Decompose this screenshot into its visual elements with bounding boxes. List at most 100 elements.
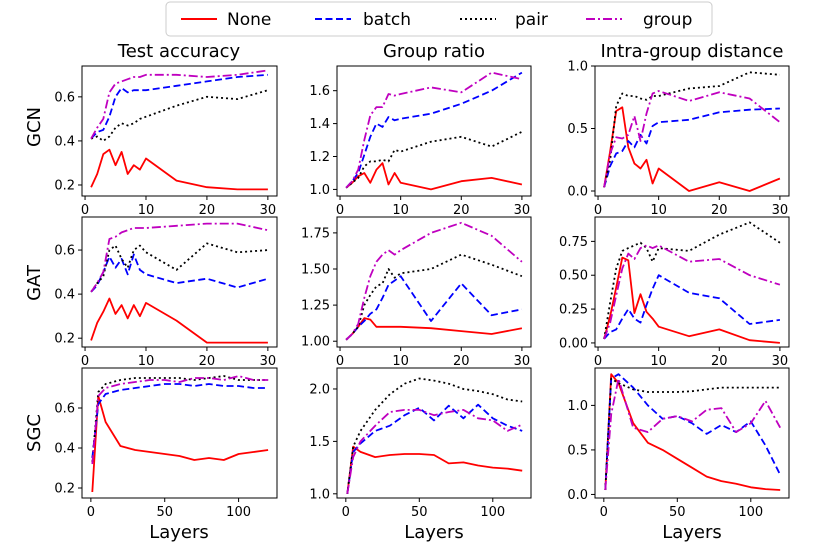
x-tick-label: 50 xyxy=(156,505,173,520)
y-tick-label: 0.4 xyxy=(54,134,75,149)
y-tick-label: 0.50 xyxy=(559,269,588,284)
y-tick-label: 1.0 xyxy=(567,399,588,414)
x-axis-label-col3: Layers xyxy=(662,522,722,543)
series-line-none xyxy=(603,106,781,192)
series-line-none xyxy=(346,445,523,494)
series-line-none xyxy=(345,317,523,341)
x-tick-label: 100 xyxy=(480,505,505,520)
series-line-batch xyxy=(90,253,269,293)
series-line-none xyxy=(91,395,269,493)
x-tick-label: 10 xyxy=(392,203,409,218)
y-tick-label: 1.0 xyxy=(309,183,330,198)
series-group xyxy=(603,221,781,344)
panel-sgc-3: 0 50 100 0.0 0.5 1.0 xyxy=(567,367,790,520)
column-title-group-ratio: Group ratio xyxy=(383,41,485,62)
series-line-pair xyxy=(345,253,523,341)
y-tick-label: 2.0 xyxy=(309,382,330,397)
series-line-batch xyxy=(345,275,523,341)
panel-gat-2: 0 10 20 30 1.00 1.25 1.50 1.75 xyxy=(301,216,532,369)
y-tick-label: 1.00 xyxy=(301,335,330,350)
x-tick-label: 30 xyxy=(260,203,277,218)
y-tick-label: 0.5 xyxy=(567,443,588,458)
legend-label-batch: batch xyxy=(363,10,411,30)
y-tick-label: 1.6 xyxy=(309,84,330,99)
y-tick-label: 1.75 xyxy=(301,226,330,241)
x-tick-label: 100 xyxy=(738,505,763,520)
panel-sgc-1: 0 50 100 0.2 0.4 0.6 xyxy=(54,367,278,520)
x-tick-label: 20 xyxy=(711,203,728,218)
x-tick-label: 20 xyxy=(453,203,470,218)
x-tick-label: 20 xyxy=(199,203,216,218)
x-tick-label: 50 xyxy=(669,505,686,520)
panel-gat-1: 0 10 20 30 0.2 0.4 0.6 xyxy=(54,216,278,369)
panels-grid: 0 10 20 30 0.2 0.4 0.6 0 10 20 30 1.0 1.2 1.4 1.6 0 10 20… xyxy=(54,60,790,520)
series-line-group xyxy=(90,69,269,140)
series-line-batch xyxy=(603,274,781,340)
x-tick-label: 20 xyxy=(453,354,470,369)
x-tick-label: 0 xyxy=(600,505,608,520)
y-tick-label: 1.50 xyxy=(301,263,330,278)
legend-label-group: group xyxy=(643,10,692,30)
x-tick-label: 10 xyxy=(650,354,667,369)
series-line-group xyxy=(345,221,523,341)
row-label-gat: GAT xyxy=(24,264,45,301)
axes-frame xyxy=(594,367,790,499)
y-tick-label: 0.00 xyxy=(559,336,588,351)
series-line-group xyxy=(90,222,269,293)
series-line-pair xyxy=(604,377,781,491)
y-tick-label: 0.25 xyxy=(559,303,588,318)
series-line-group xyxy=(345,71,523,189)
panel-gcn-1: 0 10 20 30 0.2 0.4 0.6 xyxy=(54,65,278,218)
x-tick-label: 10 xyxy=(650,203,667,218)
axes-frame xyxy=(594,65,790,197)
x-tick-label: 10 xyxy=(138,354,155,369)
x-tick-label: 30 xyxy=(514,354,531,369)
series-group xyxy=(346,377,523,494)
legend-frame xyxy=(165,1,713,37)
y-tick-label: 1.25 xyxy=(301,299,330,314)
x-tick-label: 0 xyxy=(87,505,95,520)
series-line-none xyxy=(603,256,780,344)
series-line-none xyxy=(90,297,268,344)
legend-label-none: None xyxy=(227,10,271,30)
series-line-none xyxy=(90,148,268,191)
y-tick-label: 0.4 xyxy=(54,288,75,303)
x-axis-label-col2: Layers xyxy=(404,522,464,543)
x-tick-label: 30 xyxy=(772,354,789,369)
axes-frame xyxy=(81,65,278,197)
y-tick-label: 0.2 xyxy=(54,482,75,497)
series-line-group xyxy=(91,375,269,465)
axes-frame xyxy=(81,216,278,348)
axes-frame xyxy=(336,216,532,348)
legend-label-pair: pair xyxy=(515,10,548,30)
axes-frame xyxy=(81,367,278,499)
axes-frame xyxy=(594,216,790,348)
axes-frame xyxy=(336,367,532,499)
x-tick-label: 0 xyxy=(594,354,602,369)
series-line-group xyxy=(603,90,781,188)
y-tick-label: 0.6 xyxy=(54,244,75,259)
x-tick-label: 50 xyxy=(411,505,428,520)
series-group xyxy=(603,71,781,192)
series-line-pair xyxy=(90,242,268,293)
series-line-batch xyxy=(345,71,523,189)
y-tick-label: 0.75 xyxy=(559,235,588,250)
series-line-group xyxy=(346,408,523,494)
series-line-pair xyxy=(91,375,269,463)
series-line-none xyxy=(345,162,523,191)
y-tick-label: 0.4 xyxy=(54,442,75,457)
y-tick-label: 0.5 xyxy=(567,122,588,137)
x-tick-label: 0 xyxy=(336,203,344,218)
series-line-batch xyxy=(346,403,523,494)
y-tick-label: 0.6 xyxy=(54,90,75,105)
series-group xyxy=(345,221,523,341)
column-title-test-accuracy: Test accuracy xyxy=(117,41,241,62)
x-tick-label: 100 xyxy=(226,505,251,520)
x-tick-label: 30 xyxy=(772,203,789,218)
series-group xyxy=(345,71,523,191)
x-tick-label: 0 xyxy=(594,203,602,218)
y-tick-label: 0.0 xyxy=(567,185,588,200)
y-tick-label: 0.0 xyxy=(567,488,588,503)
y-tick-label: 1.4 xyxy=(309,117,330,132)
series-group xyxy=(91,375,269,493)
